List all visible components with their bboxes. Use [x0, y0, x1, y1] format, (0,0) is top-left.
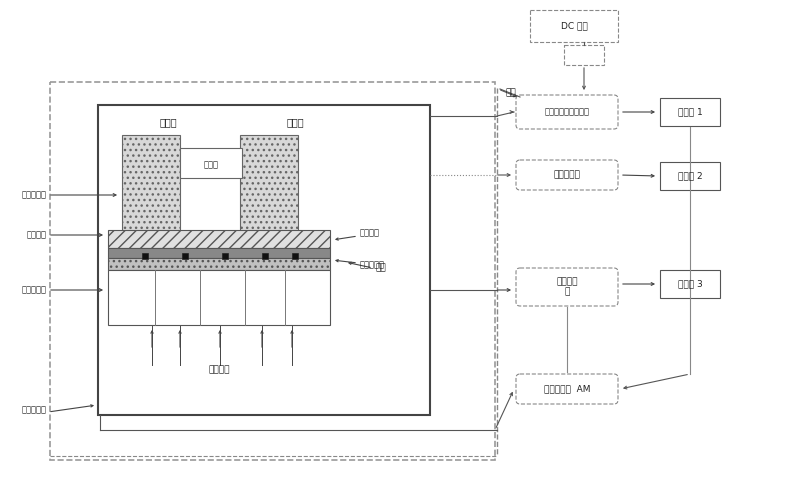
Bar: [240, 135, 298, 233]
Bar: [222, 253, 228, 259]
FancyBboxPatch shape: [516, 374, 618, 404]
Bar: [660, 98, 720, 126]
Text: 外盖: 外盖: [375, 263, 386, 273]
Text: 辅助加热器: 辅助加热器: [22, 191, 47, 199]
Text: 参考端: 参考端: [286, 117, 304, 127]
Text: 水槽: 水槽: [505, 88, 516, 97]
Text: 电压表 2: 电压表 2: [678, 171, 702, 181]
Bar: [108, 230, 330, 248]
Text: 直流替代仪: 直流替代仪: [554, 171, 581, 180]
Text: 微波信号源  AM: 微波信号源 AM: [544, 385, 590, 394]
Bar: [660, 162, 720, 190]
Bar: [108, 270, 330, 325]
Text: DC 参考: DC 参考: [561, 22, 587, 31]
Text: 测温电桥
表: 测温电桥 表: [556, 277, 578, 297]
Text: 电压表 1: 电压表 1: [678, 107, 702, 116]
Text: 第二法兰: 第二法兰: [360, 228, 380, 238]
Text: 工作端: 工作端: [159, 117, 177, 127]
FancyBboxPatch shape: [516, 268, 618, 306]
Bar: [108, 248, 330, 258]
Text: 第一隔热垫: 第一隔热垫: [22, 285, 47, 295]
Bar: [564, 45, 604, 65]
Text: 四线功率计（标准）: 四线功率计（标准）: [545, 107, 590, 116]
Text: 第二隔热板: 第二隔热板: [360, 261, 385, 270]
Bar: [180, 148, 242, 178]
Bar: [108, 258, 330, 270]
Text: 热电堆: 热电堆: [203, 160, 218, 170]
Bar: [530, 10, 618, 42]
Bar: [262, 253, 268, 259]
Bar: [50, 82, 495, 460]
Bar: [292, 253, 298, 259]
Bar: [122, 135, 180, 233]
FancyBboxPatch shape: [516, 160, 618, 190]
Bar: [98, 105, 430, 415]
Text: 第一法兰: 第一法兰: [27, 230, 47, 240]
FancyBboxPatch shape: [516, 95, 618, 129]
Bar: [660, 270, 720, 298]
Text: 底盘连接器: 底盘连接器: [22, 406, 47, 414]
Bar: [182, 253, 188, 259]
Text: 热敏电阻: 热敏电阻: [208, 365, 230, 375]
Bar: [142, 253, 148, 259]
Text: 电压表 3: 电压表 3: [678, 280, 702, 288]
